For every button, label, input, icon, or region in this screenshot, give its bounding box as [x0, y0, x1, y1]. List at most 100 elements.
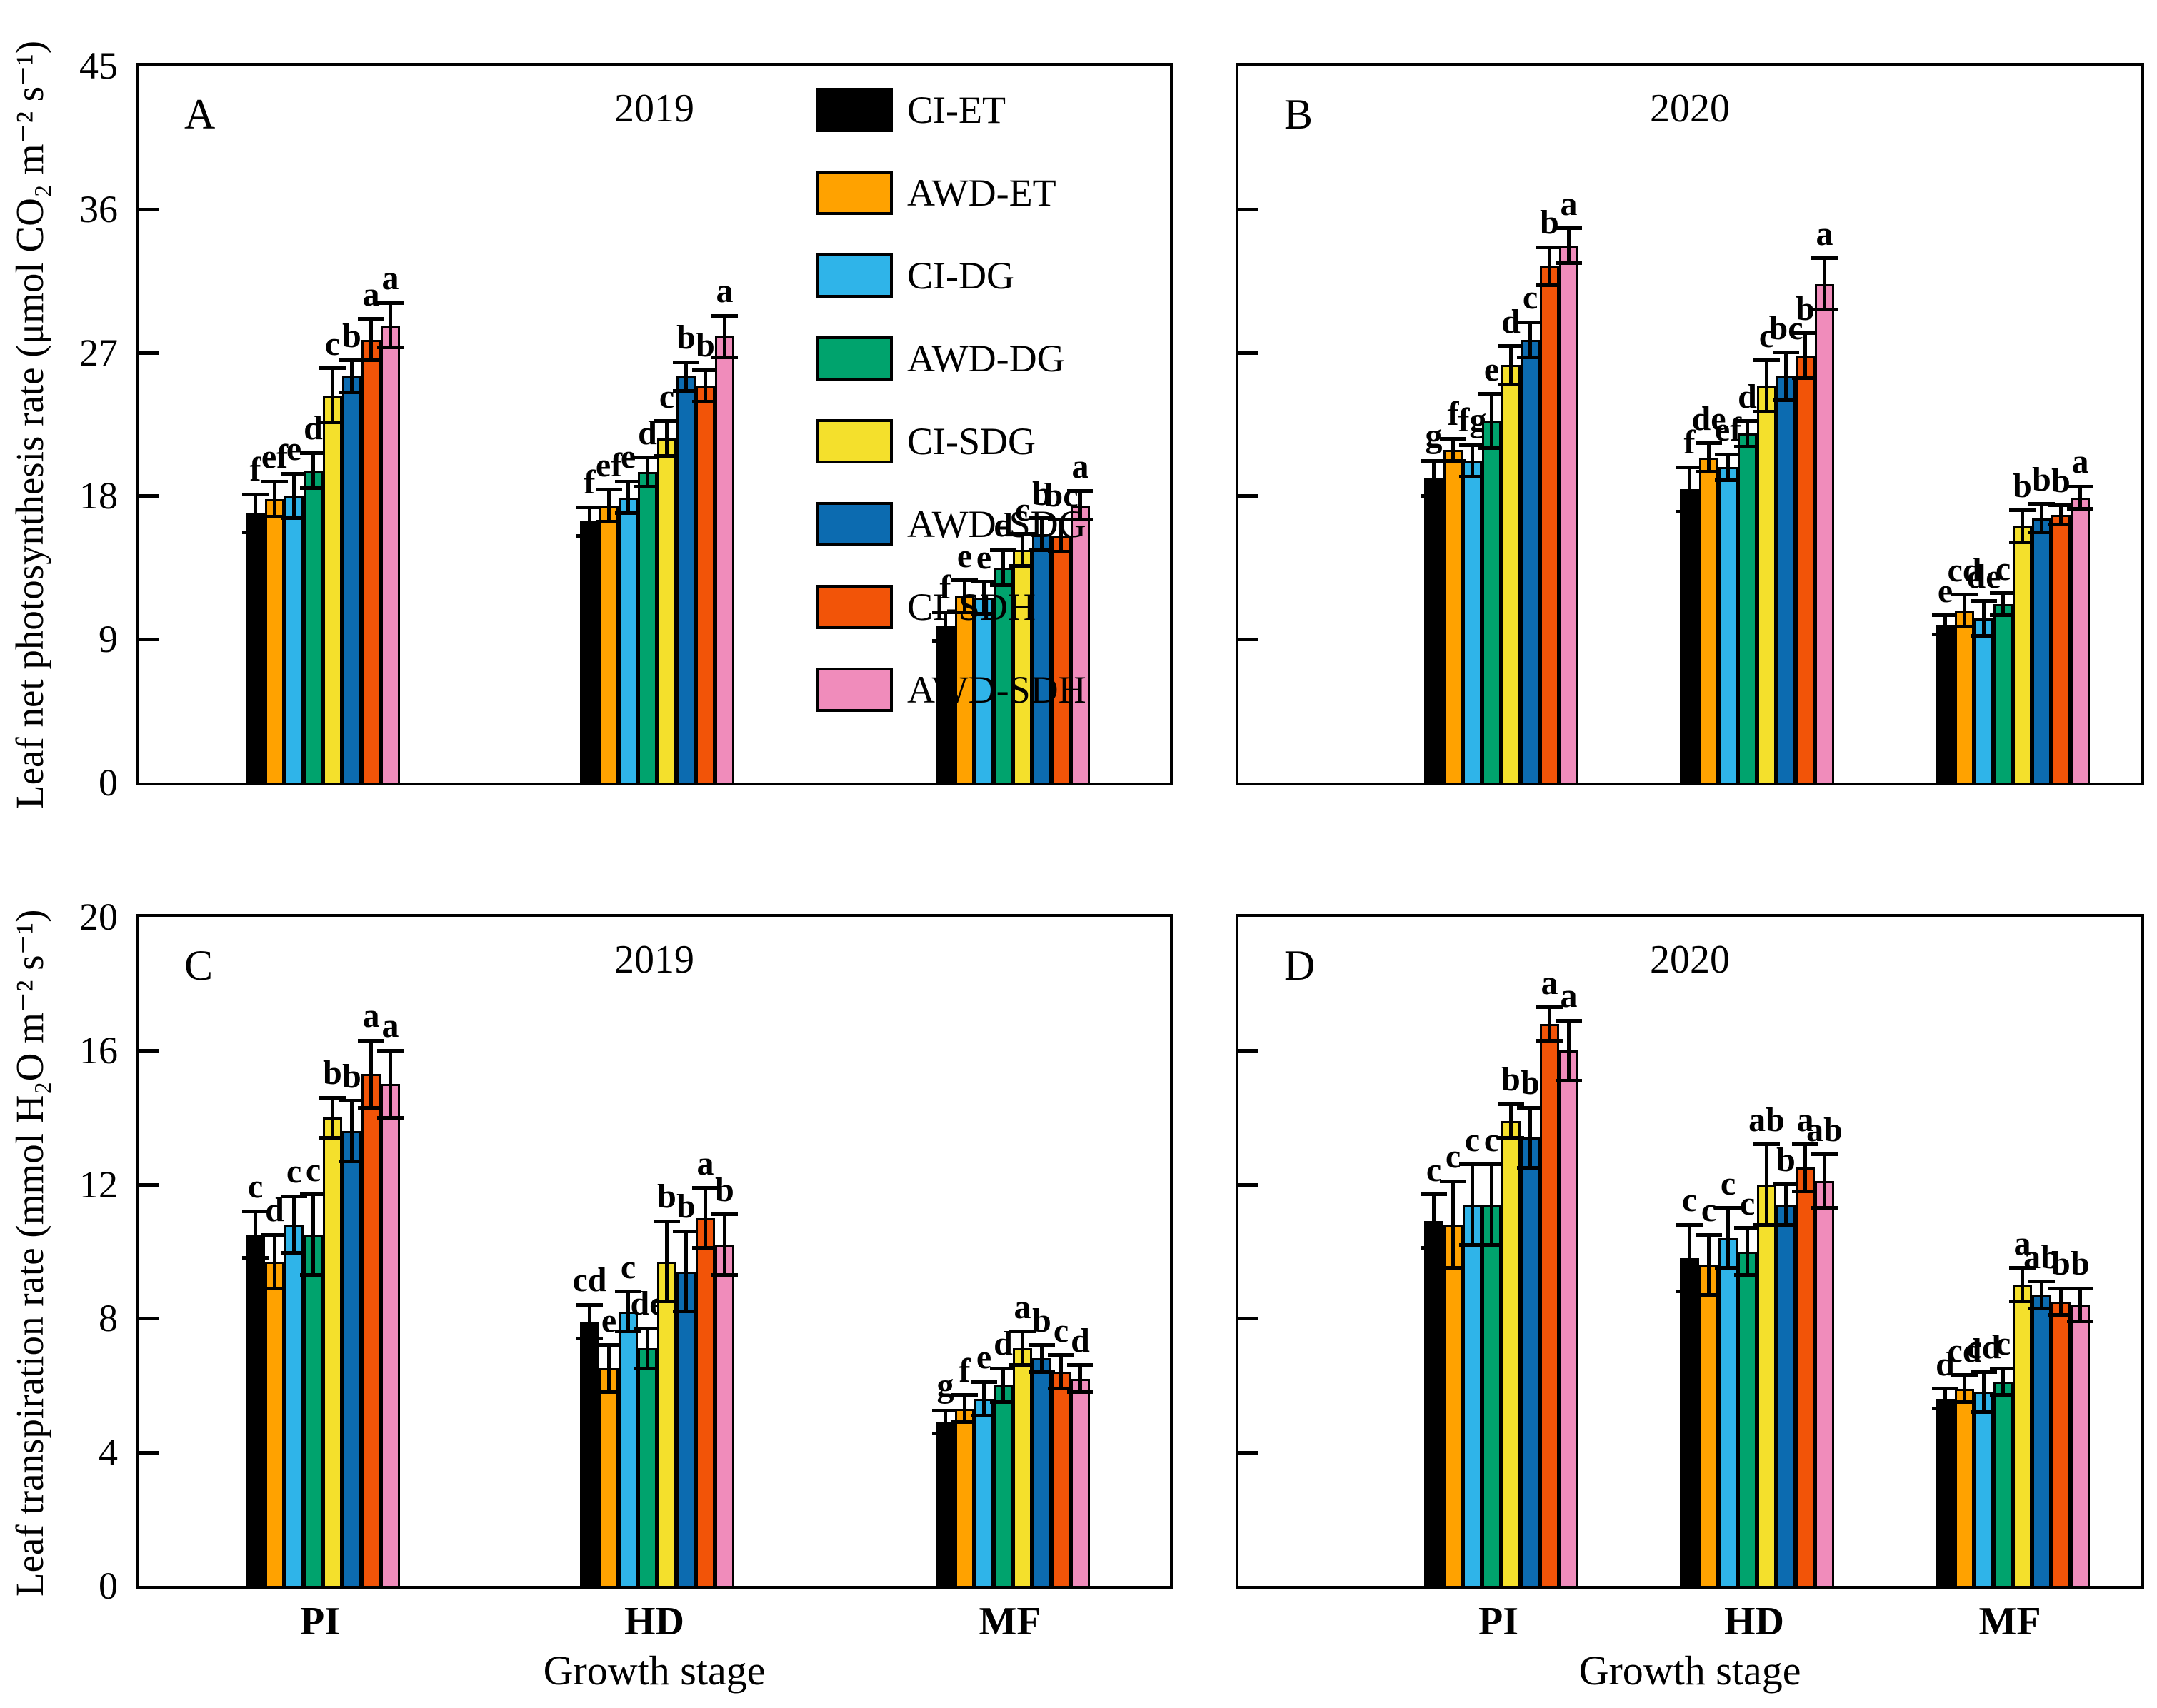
legend-swatch-icon [816, 336, 893, 381]
error-bar-cap [1951, 1373, 1978, 1377]
y-tick-label: 12 [79, 1162, 118, 1206]
bar-awd-et-mf: cd [1948, 1332, 1982, 1586]
bar-awd-sdh-pi: a [1556, 977, 1582, 1586]
error-bar-cap [319, 1095, 346, 1100]
bar-ci-dg-hd: c [1715, 1165, 1741, 1586]
significance-letter: f [584, 463, 596, 502]
error-bar-cap [634, 1366, 661, 1370]
error-bar-stem [292, 473, 296, 518]
error-bar-cap [1990, 1366, 2016, 1370]
bar-fill [994, 567, 1013, 783]
bar-awd-sdg-hd: bc [1769, 309, 1803, 783]
bar-fill [1757, 1184, 1776, 1586]
bar-ci-dg-mf: e [971, 1338, 997, 1586]
error-bar-stem [1548, 247, 1551, 286]
bar-awd-sdh-hd: b [711, 1171, 738, 1586]
legend-swatch-icon [816, 88, 893, 132]
error-bar-stem [292, 1196, 296, 1253]
error-bar-cap [281, 516, 307, 521]
significance-letter: a [1541, 963, 1558, 1002]
bar-fill [599, 1368, 619, 1586]
bar-awd-dg-pi: c [300, 1151, 326, 1586]
bar-fill [1993, 604, 2013, 783]
error-bar-cap [377, 1048, 404, 1053]
y-tick-label: 20 [79, 895, 118, 938]
error-bar-cap [1753, 409, 1780, 413]
error-bar-cap [1971, 1370, 1997, 1374]
bar-awd-dg-pi: d [300, 409, 326, 783]
significance-letter: a [1796, 1100, 1814, 1139]
error-bar-stem [723, 1214, 726, 1275]
significance-letter: c [1464, 1120, 1481, 1159]
error-bar-stem [350, 1100, 354, 1162]
error-bar-cap [1792, 376, 1818, 380]
bar-fill [246, 1235, 265, 1586]
bar-awd-sdh-mf: a [1067, 448, 1093, 783]
x-tick-label-PI: PI [300, 1599, 340, 1644]
bar-awd-dg-pi: c [1478, 1121, 1505, 1586]
error-bar-stem [588, 507, 591, 536]
error-bar-cap [1696, 1292, 1722, 1297]
significance-letter: b [1776, 1140, 1796, 1179]
bar-fill [715, 336, 734, 783]
bar-fill [1032, 1358, 1051, 1586]
bar-awd-et-pi: ef [261, 438, 288, 783]
bar-fill [580, 1321, 599, 1586]
error-bar-cap [1048, 518, 1074, 522]
significance-letter: b [2071, 1245, 2090, 1283]
error-bar-cap [281, 1194, 307, 1198]
error-bar-stem [1688, 1225, 1691, 1292]
bar-ci-et-hd: cd [573, 1261, 607, 1586]
bar-ci-sdg-hd: ab [1748, 1101, 1785, 1586]
significance-letter: a [1560, 184, 1578, 223]
significance-letter: b [1032, 1301, 1051, 1340]
error-bar-stem [2001, 1368, 2005, 1395]
bar-fill [1521, 1137, 1540, 1586]
error-bar-cap [339, 1159, 365, 1163]
bar-fill [1540, 1023, 1559, 1586]
error-bar-stem [1765, 1144, 1768, 1225]
bar-ci-dg-hd: ef [1715, 411, 1741, 783]
error-bar-cap [377, 301, 404, 305]
error-bar-cap [1517, 1105, 1543, 1110]
significance-letter: bc [1768, 308, 1803, 347]
error-bar-cap [711, 1212, 738, 1217]
panel-D: D 2020 c c c c b b a a c c c c ab b a ab d cd cd c a ab b b [1236, 914, 2144, 1589]
bar-group-MF: d cd cd c a ab b b [1932, 1225, 2093, 1586]
significance-letter: b [2032, 460, 2051, 498]
significance-letter: e [1483, 350, 1500, 388]
legend-entry-ci-sdg: CI-SDG [816, 418, 1086, 464]
significance-letter: c [1701, 1191, 1717, 1230]
error-bar-cap [634, 484, 661, 488]
significance-letter: a [381, 259, 399, 298]
error-bar-stem [665, 421, 669, 456]
error-bar-cap [932, 610, 959, 614]
panel-B: B 2020 g f fg e d c b a f de ef d c bc b a e cd de c b b b a [1236, 63, 2144, 785]
error-bar-cap [634, 1326, 661, 1330]
error-bar-cap [339, 390, 365, 394]
bar-ci-sdg-pi: b [1498, 1060, 1524, 1586]
error-bar-cap [242, 1256, 269, 1260]
error-bar-cap [692, 1246, 719, 1250]
bar-fill [323, 1117, 342, 1586]
error-bar-cap [300, 1272, 326, 1277]
legend-label: AWD-DG [907, 337, 1065, 380]
error-bar-cap [990, 1366, 1016, 1370]
legend-entry-awd-et: AWD-ET [816, 170, 1086, 216]
bar-ci-sdg-hd: b [654, 1177, 680, 1586]
significance-letter: d [994, 506, 1013, 545]
bar-fill [1559, 1050, 1578, 1586]
significance-letter: f [1447, 395, 1459, 433]
bar-fill [1540, 266, 1559, 783]
error-bar-cap [1971, 1410, 1997, 1414]
bar-fill [1463, 1204, 1482, 1586]
bar-awd-sdh-hd: a [711, 272, 738, 783]
bar-fill [638, 471, 657, 783]
significance-letter: f [959, 1351, 971, 1390]
bar-fill [1051, 536, 1071, 783]
significance-letter: a [1071, 447, 1089, 486]
error-bar-cap [615, 1290, 641, 1294]
bar-ci-et-pi: c [1421, 1151, 1447, 1586]
bar-fill [599, 505, 619, 783]
error-bar-cap [1009, 564, 1036, 568]
